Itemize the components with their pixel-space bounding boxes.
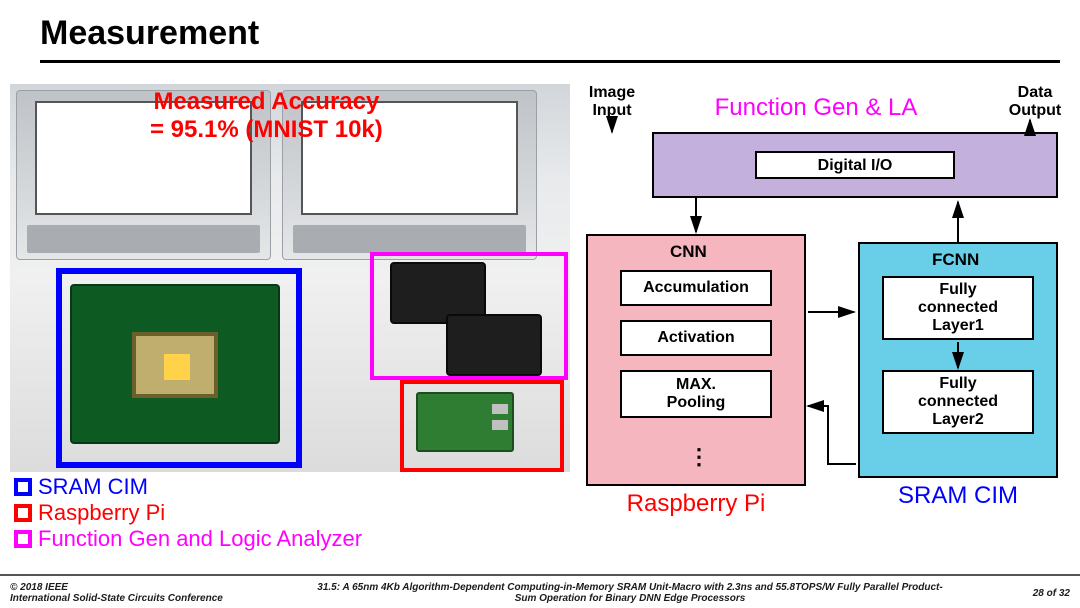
arrows — [576, 84, 1070, 540]
highlight-sram — [56, 268, 302, 468]
laptop-keyboard — [293, 225, 526, 253]
legend-label: SRAM CIM — [38, 474, 148, 500]
legend-row: SRAM CIM — [14, 474, 574, 500]
accuracy-overlay: Measured Accuracy = 95.1% (MNIST 10k) — [150, 88, 383, 144]
legend: SRAM CIM Raspberry Pi Function Gen and L… — [14, 474, 574, 552]
footer-left: © 2018 IEEE International Solid-State Ci… — [10, 582, 250, 604]
laptop-keyboard — [27, 225, 260, 253]
page-title: Measurement — [40, 14, 1060, 53]
legend-row: Function Gen and Logic Analyzer — [14, 526, 574, 552]
footer-right: 28 of 32 — [1010, 588, 1070, 599]
footer-center: 31.5: A 65nm 4Kb Algorithm-Dependent Com… — [250, 582, 1010, 604]
block-diagram: Image Input Data Output Function Gen & L… — [576, 84, 1070, 540]
highlight-rpi — [400, 380, 564, 472]
accuracy-line1: Measured Accuracy — [150, 88, 383, 116]
legend-label: Raspberry Pi — [38, 500, 165, 526]
title-rule — [40, 60, 1060, 63]
legend-row: Raspberry Pi — [14, 500, 574, 526]
highlight-fgla — [370, 252, 568, 380]
legend-swatch — [14, 504, 32, 522]
legend-swatch — [14, 478, 32, 496]
photo-area: Measured Accuracy = 95.1% (MNIST 10k) — [10, 84, 570, 472]
title-bar: Measurement — [40, 14, 1060, 53]
legend-swatch — [14, 530, 32, 548]
footer: © 2018 IEEE International Solid-State Ci… — [0, 574, 1080, 608]
legend-label: Function Gen and Logic Analyzer — [38, 526, 362, 552]
slide: Measurement Measured Accuracy = 95.1% (M… — [0, 0, 1080, 608]
accuracy-line2: = 95.1% (MNIST 10k) — [150, 116, 383, 144]
